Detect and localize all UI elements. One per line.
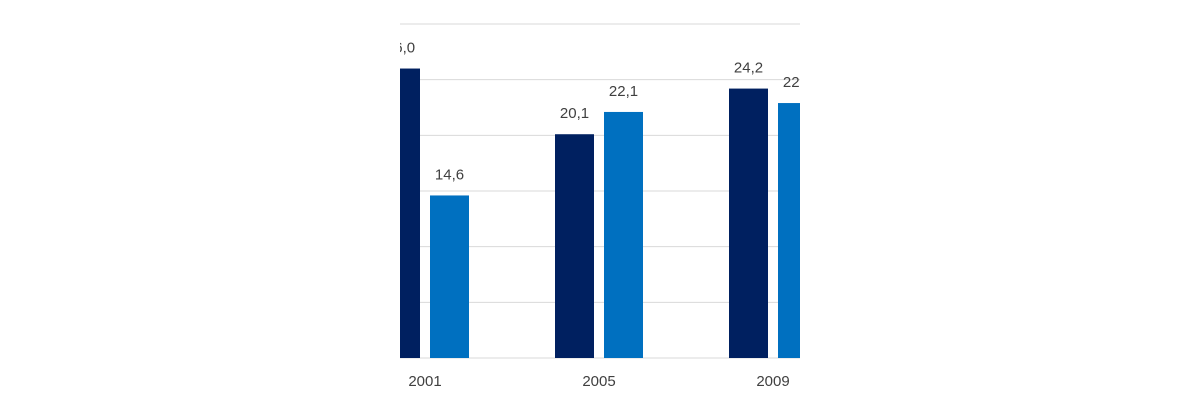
value-label: 20,1 [560,105,589,122]
x-tick-label: 2001 [408,373,441,390]
value-label: 24,2 [734,60,763,77]
value-label: 26,0 [386,40,415,57]
plot-area: 2001 26,0 14,6 2005 20,1 22,1 2009 24,2 22,9 [386,23,812,390]
value-label: 14,6 [435,166,464,183]
bar [430,195,469,358]
bar [729,88,768,358]
x-tick-label: 2009 [756,373,789,390]
value-label: 22,1 [609,83,638,100]
bar [555,134,594,358]
x-tick-label: 2005 [582,373,615,390]
bar [400,68,420,359]
value-label: 22,9 [783,74,812,91]
bar [778,103,800,359]
bar [604,111,643,358]
